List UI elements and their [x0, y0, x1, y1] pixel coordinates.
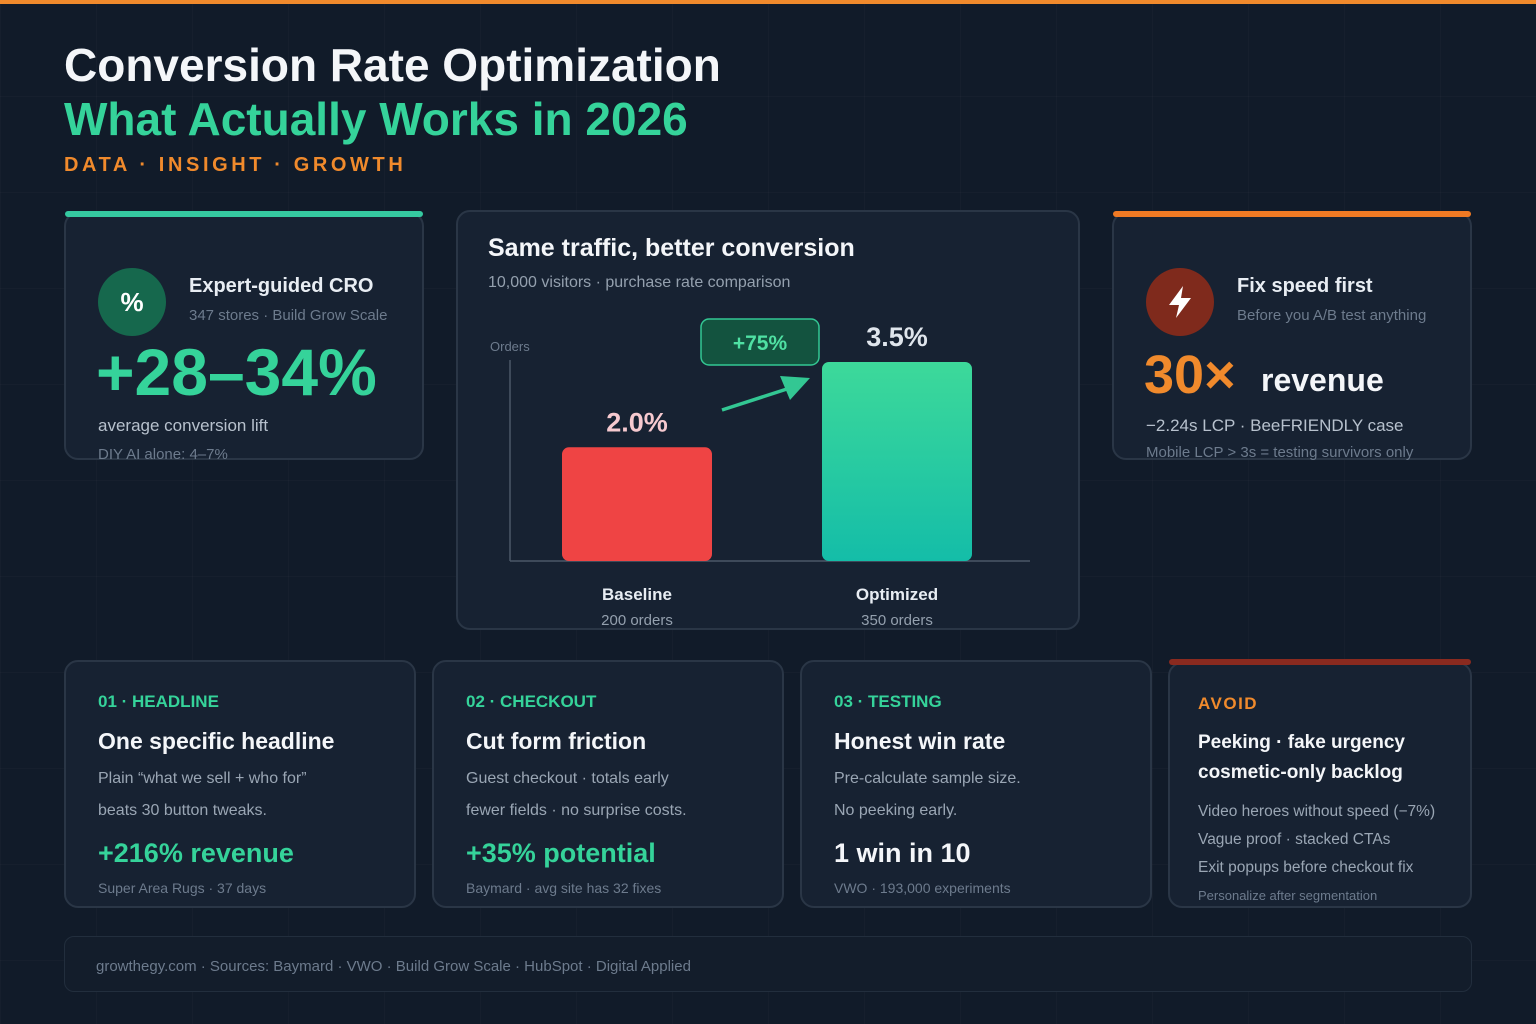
avoid-heading-line-1: Peeking · fake urgency [1198, 732, 1405, 753]
bar-baseline [562, 447, 712, 561]
stat-description: −2.24s LCP · BeeFRIENDLY case [1146, 416, 1404, 435]
tip-text-line-1: Guest checkout · totals early [466, 770, 669, 787]
lightning-icon [1146, 268, 1214, 336]
tip-stat: +35% potential [466, 838, 656, 868]
tip-source: VWO · 193,000 experiments [834, 880, 1011, 896]
lift-arrow-head [780, 376, 810, 400]
bar-value-label: 2.0% [606, 407, 668, 437]
chart-card: Same traffic, better conversion 10,000 v… [456, 210, 1080, 630]
avoid-heading-line-2: cosmetic-only backlog [1198, 762, 1403, 783]
tip-source: Baymard · avg site has 32 fixes [466, 880, 662, 896]
card-accent-bar [1113, 211, 1471, 217]
y-axis-label: Orders [490, 339, 530, 354]
tip-source: Super Area Rugs · 37 days [98, 880, 267, 896]
avoid-card: AVOID Peeking · fake urgency cosmetic-on… [1168, 659, 1472, 908]
tip-text-line-2: No peeking early. [834, 802, 958, 819]
category-sublabel: 350 orders [861, 612, 933, 628]
tip-text-line-2: beats 30 button tweaks. [98, 802, 267, 819]
lift-badge-label: +75% [733, 332, 788, 355]
tip-heading: Honest win rate [834, 728, 1006, 754]
category-label: Baseline [602, 585, 672, 604]
avoid-item: Vague proof · stacked CTAs [1198, 831, 1391, 848]
card-heading: Fix speed first [1237, 275, 1373, 297]
tip-card-headline: 01 · HEADLINE One specific headline Plai… [64, 660, 416, 908]
bar-value-label: 3.5% [866, 322, 928, 352]
tip-label: 02 · CHECKOUT [466, 692, 597, 711]
footer-sources: growthegy.com · Sources: Baymard · VWO ·… [96, 958, 691, 975]
stat-value: 30× [1144, 345, 1236, 405]
percent-icon: % [98, 268, 166, 336]
lightning-bolt-glyph [1169, 286, 1191, 318]
stat-value: +28–34% [96, 335, 377, 409]
card-accent-bar [65, 211, 423, 217]
avoid-item: Exit popups before checkout fix [1198, 859, 1414, 876]
tip-heading: One specific headline [98, 728, 335, 754]
bar-chart: Orders 2.0% Baseline 200 orders 3.5% Optimiz… [490, 318, 1030, 628]
tip-label: 03 · TESTING [834, 692, 942, 711]
stat-card-speed: Fix speed first Before you A/B test anyt… [1112, 211, 1472, 461]
card-subheading: Before you A/B test anything [1237, 307, 1427, 324]
tip-card-checkout: 02 · CHECKOUT Cut form friction Guest ch… [432, 660, 784, 908]
tip-stat: +216% revenue [98, 838, 294, 868]
stat-description: average conversion lift [98, 416, 269, 435]
tip-text-line-1: Plain “what we sell + who for” [98, 770, 307, 787]
chart-title: Same traffic, better conversion [488, 234, 855, 262]
stat-note: Mobile LCP > 3s = testing survivors only [1146, 444, 1414, 461]
chart-subtitle: 10,000 visitors · purchase rate comparis… [488, 274, 791, 291]
avoid-item: Video heroes without speed (−7%) [1198, 803, 1436, 820]
tip-text-line-2: fewer fields · no surprise costs. [466, 802, 687, 819]
stat-value-suffix: revenue [1261, 362, 1384, 398]
stat-card-expert-cro: % Expert-guided CRO 347 stores · Build G… [64, 211, 424, 463]
tip-stat: 1 win in 10 [834, 838, 971, 868]
tip-heading: Cut form friction [466, 728, 647, 754]
tip-label: 01 · HEADLINE [98, 692, 219, 711]
category-sublabel: 200 orders [601, 612, 673, 628]
tip-text-line-1: Pre-calculate sample size. [834, 770, 1021, 787]
page-subtitle: What Actually Works in 2026 [64, 93, 688, 145]
card-subheading: 347 stores · Build Grow Scale [189, 307, 388, 324]
avoid-label: AVOID [1198, 694, 1259, 713]
card-accent-bar [1169, 659, 1471, 665]
tip-card-testing: 03 · TESTING Honest win rate Pre-calcula… [800, 660, 1152, 908]
top-accent-bar [0, 0, 1536, 4]
lift-badge [700, 318, 820, 366]
bar-optimized [822, 362, 972, 561]
lift-arrow-shaft [721, 386, 791, 412]
stat-note: DIY AI alone: 4–7% [98, 446, 228, 463]
card-heading: Expert-guided CRO [189, 275, 374, 297]
footer: growthegy.com · Sources: Baymard · VWO ·… [64, 936, 1472, 992]
page-title: Conversion Rate Optimization [64, 39, 721, 91]
category-label: Optimized [856, 585, 938, 604]
tagline: DATA · INSIGHT · GROWTH [64, 154, 407, 176]
avoid-note: Personalize after segmentation [1198, 888, 1378, 903]
